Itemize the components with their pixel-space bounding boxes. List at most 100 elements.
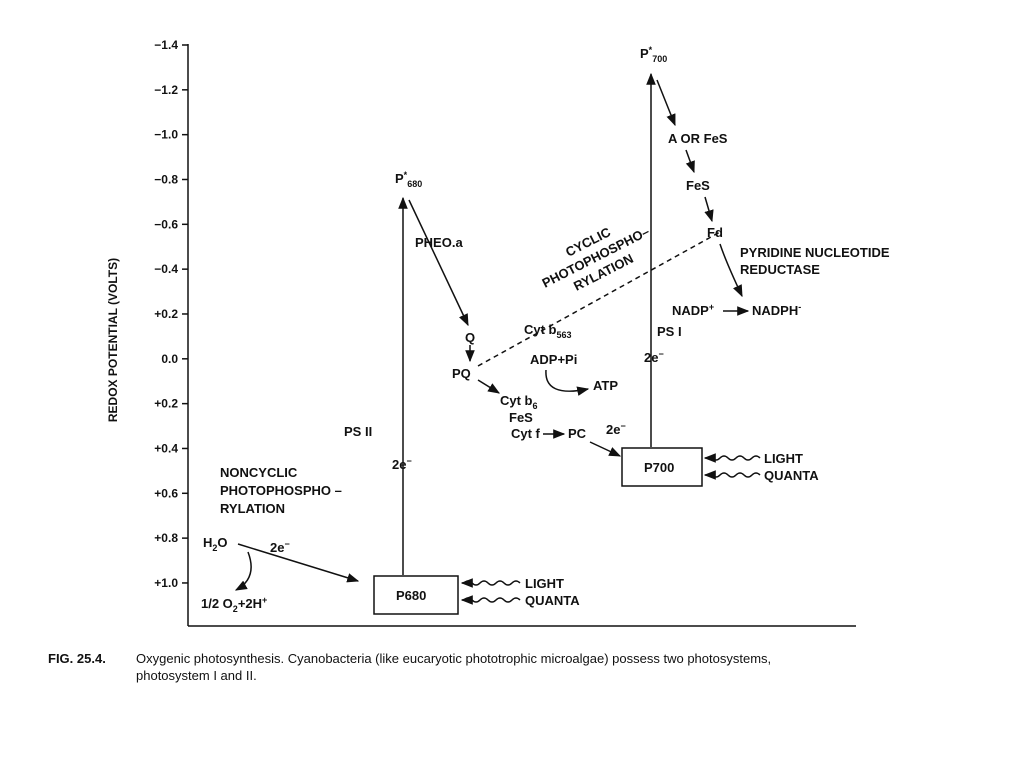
caption-line: photosystem I and II. (136, 668, 257, 683)
label: P700 (644, 460, 674, 475)
label-text: Cyt b (524, 322, 557, 337)
label-sup: + (262, 595, 267, 605)
label-text: PS II (344, 424, 372, 439)
label-text: Cyt f (511, 426, 541, 441)
label-text: 1/2 O (201, 596, 233, 611)
tick-label: +0.2 (154, 397, 178, 411)
label: ADP+Pi (530, 352, 577, 367)
text-line: NONCYCLIC (220, 465, 298, 480)
label: QUANTA (525, 593, 580, 608)
arrow (656, 79, 676, 127)
light-wave (703, 470, 761, 480)
label-text: ATP (593, 378, 618, 393)
text-line: PYRIDINE NUCLEOTIDE (740, 245, 890, 260)
label: 2e− (644, 349, 664, 365)
label: 2e− (392, 456, 412, 472)
label-sup: + (709, 302, 714, 312)
arrow (589, 441, 622, 457)
label: QUANTA (764, 468, 819, 483)
cyclic-group: CYCLICPHOTOPHOSPHO–RYLATION (532, 208, 660, 305)
label-text: LIGHT (525, 576, 564, 591)
tick-label: 0.0 (161, 352, 178, 366)
label-text: 2e (270, 540, 284, 555)
label-text: LIGHT (764, 451, 803, 466)
label-text: P (395, 171, 404, 186)
label-sub: 2 (212, 543, 217, 553)
label-sup: − (658, 349, 663, 359)
light-wave (460, 578, 521, 588)
label: 2e− (606, 421, 626, 437)
label-text: P (640, 46, 649, 61)
label-text: H (203, 535, 212, 550)
label-sup: - (798, 302, 801, 312)
label: PC (568, 426, 587, 441)
arrow (408, 199, 469, 327)
arrow (477, 379, 501, 394)
label: H2O (203, 535, 228, 553)
label: Fd (707, 225, 723, 240)
label-text: NADPH (752, 303, 798, 318)
tick-label: −1.2 (154, 83, 178, 97)
label-sub: 6 (533, 401, 538, 411)
label-text: QUANTA (525, 593, 580, 608)
arrow (234, 551, 252, 591)
label-text: 2e (392, 457, 406, 472)
label: P*700 (640, 45, 667, 64)
tick-label: +0.2 (154, 307, 178, 321)
label-text: FeS (686, 178, 710, 193)
tick-label: +0.6 (154, 486, 178, 500)
label-sup: * (649, 45, 653, 55)
cyclic-dashed (477, 231, 721, 367)
label: P680 (396, 588, 426, 603)
label-text: PQ (452, 366, 471, 381)
label: FeS (686, 178, 710, 193)
label-sub: 2 (233, 604, 238, 614)
label-sub: 563 (557, 330, 572, 340)
label: A OR FeS (668, 131, 728, 146)
tick-label: −0.8 (154, 172, 178, 186)
label: NADPH- (752, 302, 801, 318)
tick-label: +0.4 (154, 441, 178, 455)
label-text: 2e (644, 350, 658, 365)
p680-box (373, 575, 459, 615)
label-text: Q (465, 330, 475, 345)
tick-label: −1.0 (154, 128, 178, 142)
arrow (237, 543, 360, 583)
label: PHEO.a (415, 235, 463, 250)
label: Cyt b563 (524, 322, 572, 340)
label-text: 2e (606, 422, 620, 437)
label-text: +2H (238, 596, 262, 611)
label-text: PHEO.a (415, 235, 463, 250)
cyclic-text: CYCLICPHOTOPHOSPHO–RYLATION (532, 208, 660, 305)
label: PS II (344, 424, 372, 439)
label: ATP (593, 378, 618, 393)
caption-line: Oxygenic photosynthesis. Cyanobacteria (… (136, 651, 771, 666)
label: P*680 (395, 170, 422, 189)
axis-label: REDOX POTENTIAL (VOLTS) (106, 258, 120, 422)
label-sup: − (406, 456, 411, 466)
label: LIGHT (764, 451, 803, 466)
label: Cyt b6 (500, 393, 538, 411)
label-text: A OR FeS (668, 131, 728, 146)
arrow (719, 243, 743, 298)
label-text: NADP (672, 303, 709, 318)
label-sub: 700 (652, 54, 667, 64)
label: LIGHT (525, 576, 564, 591)
tick-label: +0.8 (154, 531, 178, 545)
atp-arrow (545, 369, 590, 396)
text-line: REDUCTASE (740, 262, 820, 277)
label-sup: − (620, 421, 625, 431)
text-line: RYLATION (220, 501, 285, 516)
light-wave (460, 595, 521, 605)
label-text: O (217, 535, 227, 550)
arrows (234, 72, 761, 615)
tick-label: −1.4 (154, 38, 178, 52)
noncyclic-text: NONCYCLIC PHOTOPHOSPHO – RYLATION (220, 465, 342, 516)
tick-label: −0.4 (154, 262, 178, 276)
label-sub: 680 (407, 179, 422, 189)
text-line: PHOTOPHOSPHO – (220, 483, 342, 498)
